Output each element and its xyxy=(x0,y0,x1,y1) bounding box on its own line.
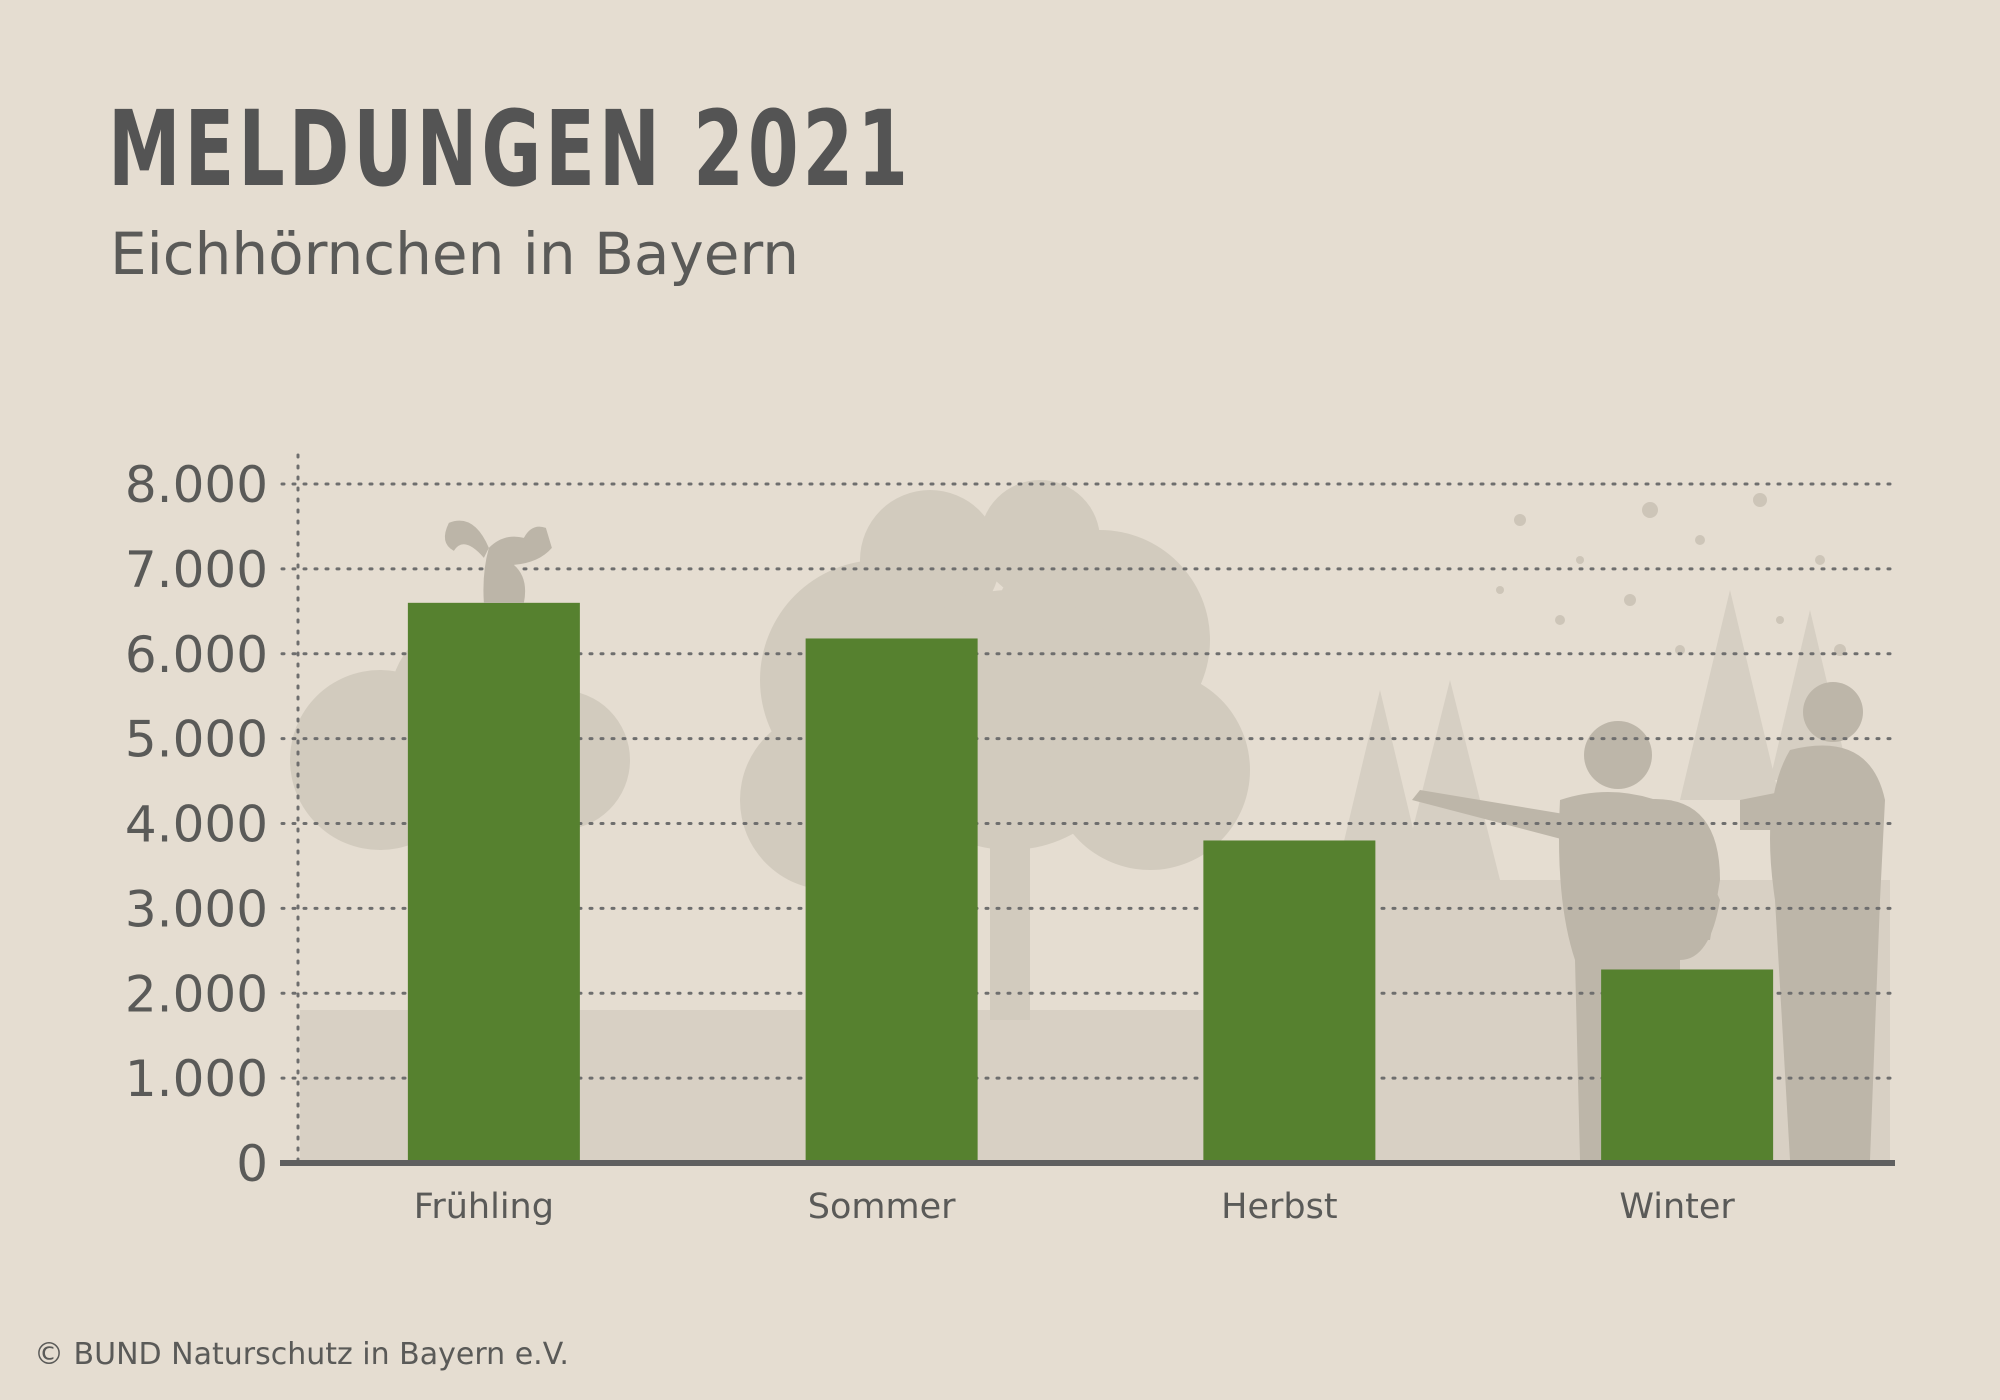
bar xyxy=(805,638,978,1163)
x-tick-label: Frühling xyxy=(414,1187,554,1227)
bar xyxy=(407,602,580,1163)
axes: 0 1.000 2.000 3.000 4.000 5.000 6.000 7.000 8.00… xyxy=(125,453,1895,1227)
y-tick-label: 2.000 xyxy=(125,965,268,1023)
chart-title: MELDUNGEN 2021 xyxy=(108,88,912,210)
bars xyxy=(407,602,1774,1163)
bar xyxy=(1601,969,1774,1163)
copyright-notice: © BUND Naturschutz in Bayern e.V. xyxy=(34,1337,569,1372)
squirrel-icon xyxy=(444,520,552,603)
grid-lines xyxy=(280,482,1892,1080)
y-tick-label: 5.000 xyxy=(125,711,268,769)
y-tick-label: 7.000 xyxy=(125,541,268,599)
x-tick-label: Winter xyxy=(1619,1187,1735,1227)
y-tick-label: 4.000 xyxy=(125,796,268,854)
x-tick-label: Herbst xyxy=(1221,1187,1337,1227)
squirrel-body xyxy=(483,526,552,603)
y-tick-label: 8.000 xyxy=(125,456,268,514)
chart-subtitle: Eichhörnchen in Bayern xyxy=(110,220,800,288)
bar xyxy=(1203,840,1376,1163)
snow-dots xyxy=(1496,493,1846,656)
y-tick-label: 3.000 xyxy=(125,880,268,938)
squirrel-tail xyxy=(444,520,489,558)
y-tick-label: 1.000 xyxy=(125,1050,268,1108)
y-tick-label: 6.000 xyxy=(125,626,268,684)
x-tick-label: Sommer xyxy=(808,1187,956,1227)
y-tick-label: 0 xyxy=(236,1135,268,1193)
